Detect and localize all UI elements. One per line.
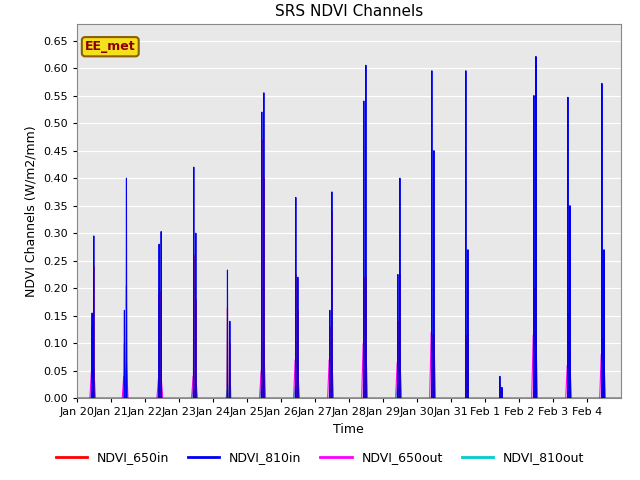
Title: SRS NDVI Channels: SRS NDVI Channels: [275, 4, 423, 19]
Text: EE_met: EE_met: [85, 40, 136, 53]
X-axis label: Time: Time: [333, 423, 364, 436]
Y-axis label: NDVI Channels (W/m2/mm): NDVI Channels (W/m2/mm): [24, 125, 38, 297]
Legend: NDVI_650in, NDVI_810in, NDVI_650out, NDVI_810out: NDVI_650in, NDVI_810in, NDVI_650out, NDV…: [51, 446, 589, 469]
